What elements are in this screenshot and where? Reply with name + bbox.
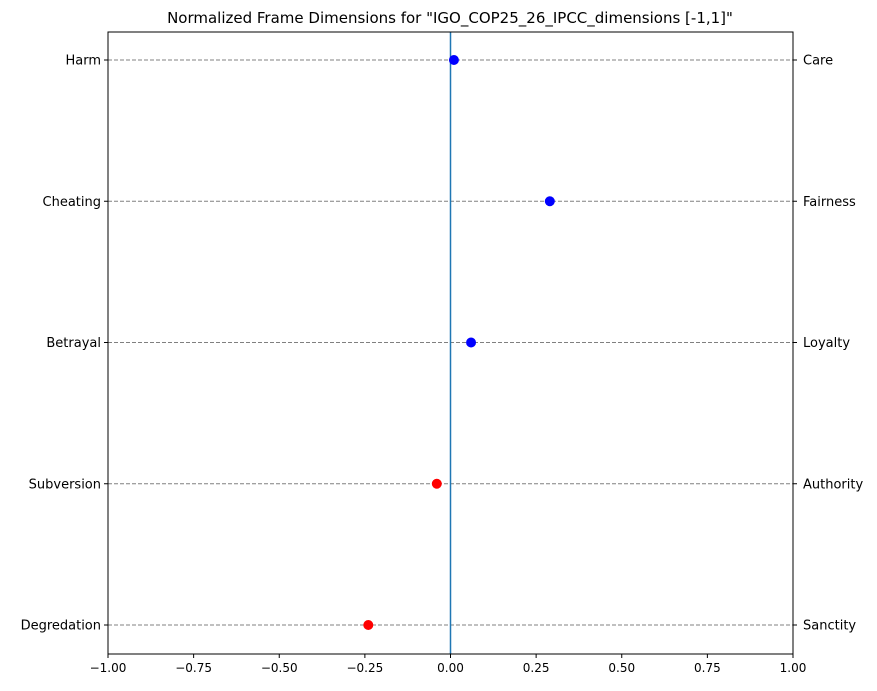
- x-tick-label: −0.50: [261, 661, 298, 675]
- data-point: [466, 337, 477, 348]
- x-tick-label: 0.00: [437, 661, 464, 675]
- left-dimension-label: Betrayal: [46, 336, 101, 351]
- right-dimension-label: Authority: [803, 477, 863, 492]
- x-tick-label: 0.75: [694, 661, 721, 675]
- left-dimension-label: Cheating: [43, 195, 101, 210]
- x-axis-ticks: −1.00 −0.75 −0.50 −0.25 0.00 0.25 0.50 0.75 1.00: [90, 654, 807, 675]
- x-tick-label: 0.25: [523, 661, 550, 675]
- right-dimension-label: Care: [803, 54, 833, 69]
- left-dimension-label: Degredation: [21, 619, 101, 634]
- data-points: [363, 55, 555, 630]
- left-dimension-label: Subversion: [29, 477, 101, 492]
- data-point: [544, 196, 555, 207]
- x-tick-label: −0.25: [346, 661, 383, 675]
- right-dimension-label: Fairness: [803, 195, 856, 210]
- x-tick-label: 0.50: [608, 661, 635, 675]
- chart-title: Normalized Frame Dimensions for "IGO_COP…: [167, 9, 733, 28]
- x-tick-label: −0.75: [175, 661, 212, 675]
- left-dimension-label: Harm: [65, 54, 101, 69]
- left-dimension-labels: Harm Cheating Betrayal Subversion Degredatio…: [21, 54, 108, 634]
- data-point: [448, 55, 459, 65]
- x-tick-label: −1.00: [90, 661, 127, 675]
- right-dimension-label: Loyalty: [803, 336, 850, 351]
- right-dimension-labels: Care Fairness Loyalty Authority Sanctity: [793, 54, 863, 634]
- right-dimension-label: Sanctity: [803, 619, 856, 634]
- x-tick-label: 1.00: [780, 661, 807, 675]
- data-point: [363, 620, 374, 630]
- data-point: [431, 478, 442, 489]
